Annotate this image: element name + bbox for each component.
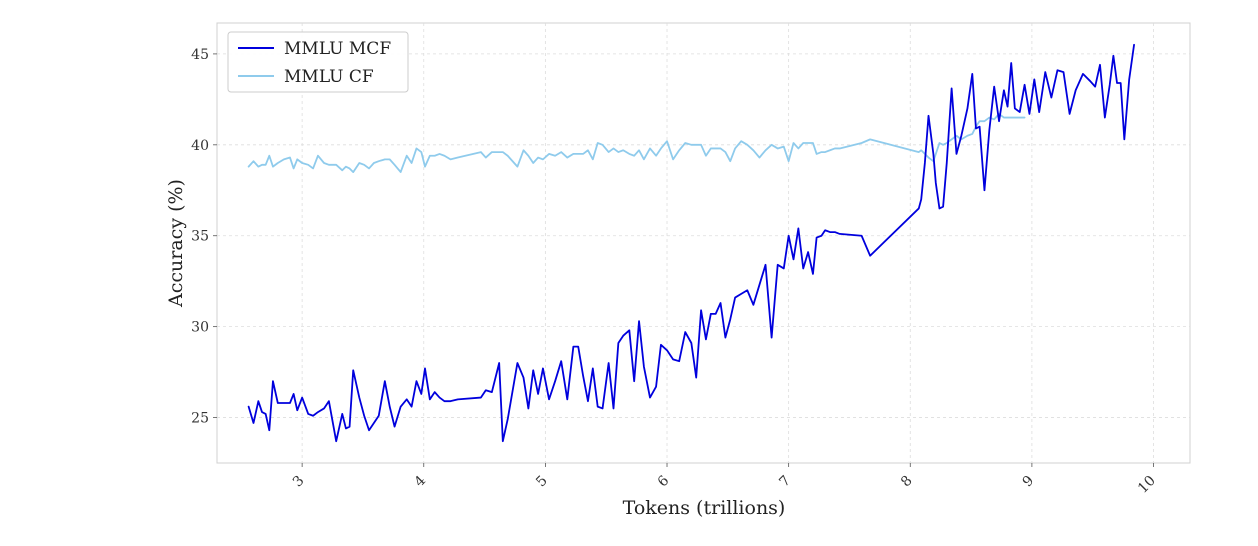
legend: MMLU MCF MMLU CF [227, 31, 409, 93]
legend-label-mmlu-cf: MMLU CF [284, 67, 374, 87]
series-line-mmlu-mcf [247, 43, 1135, 443]
y-tick-label: 25 [191, 411, 209, 427]
x-axis-label: Tokens (trillions) [623, 497, 786, 519]
y-tick-label: 45 [191, 47, 209, 63]
y-tick-label: 35 [191, 229, 209, 245]
y-axis-label: Accuracy (%) [165, 179, 187, 308]
plot-area [216, 22, 1191, 464]
series-lines [247, 43, 1135, 443]
y-tick-label: 40 [191, 138, 209, 154]
legend-label-mmlu-mcf: MMLU MCF [284, 39, 391, 59]
y-tick-label: 30 [191, 320, 209, 336]
grid-lines [217, 23, 1190, 463]
